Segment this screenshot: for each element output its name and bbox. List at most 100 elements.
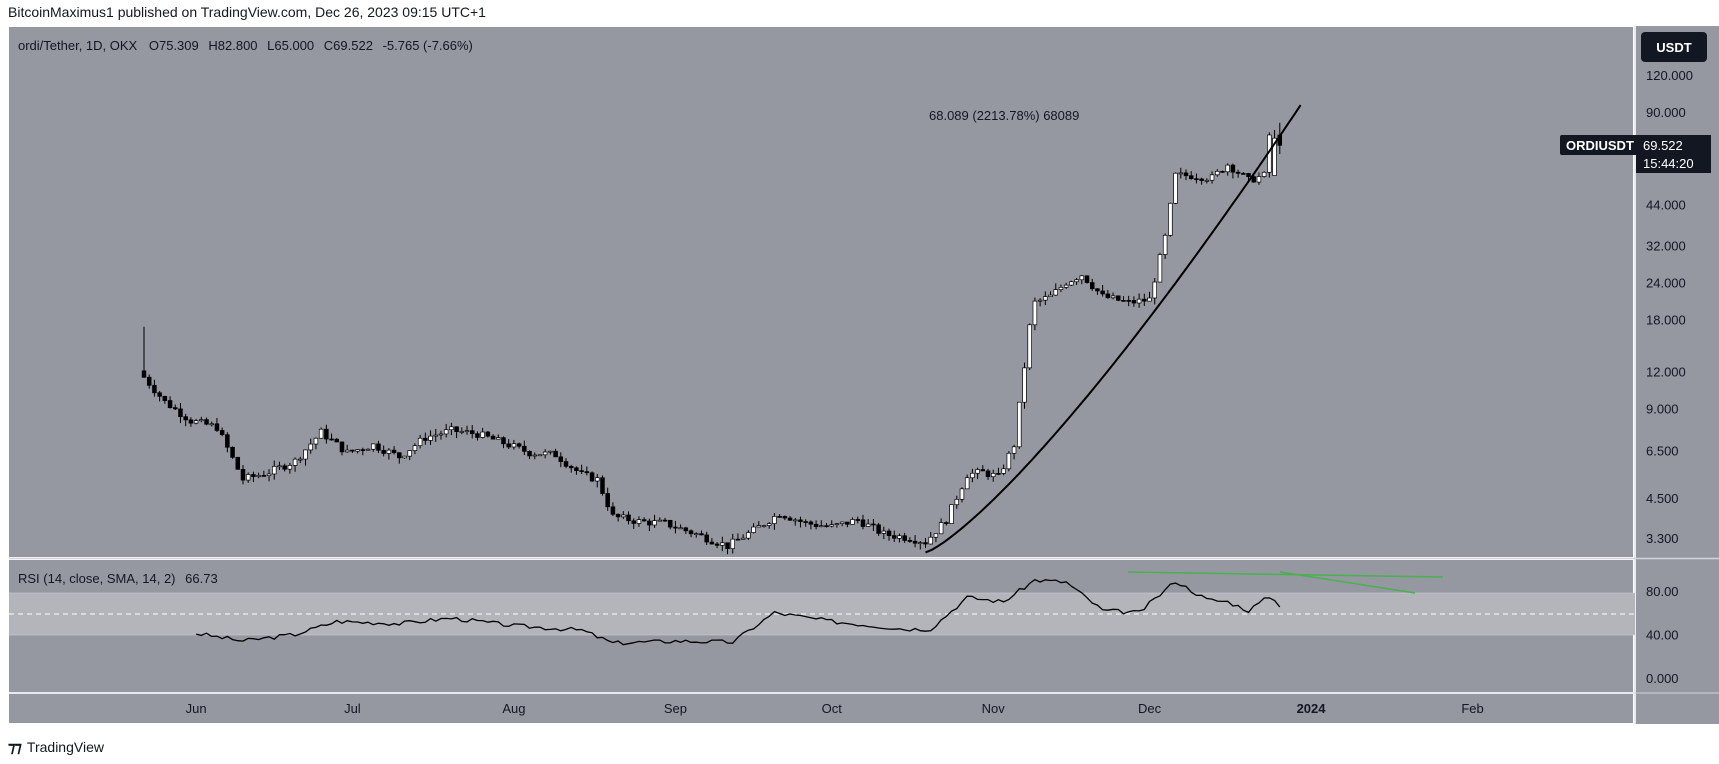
down-candle-body <box>506 443 511 448</box>
candle <box>272 460 277 480</box>
down-candle-body <box>1183 172 1189 177</box>
last-price-tag: ORDIUSDT 69.522 15:44:20 <box>1560 135 1711 173</box>
down-candle-body <box>334 438 340 443</box>
up-candle-body <box>1058 286 1064 290</box>
candle <box>141 326 147 378</box>
candle <box>735 533 741 541</box>
down-candle-body <box>985 470 991 478</box>
candle <box>954 495 960 509</box>
candle <box>1011 444 1017 460</box>
up-candle-body <box>1209 174 1215 181</box>
up-candle-body <box>443 429 449 435</box>
down-candle-body <box>240 468 246 481</box>
down-candle-body <box>907 540 913 542</box>
candle <box>1043 291 1048 306</box>
parabolic-support-curve[interactable] <box>925 104 1302 554</box>
rsi-divergence-line-2[interactable] <box>1279 571 1416 594</box>
up-candle-body <box>751 526 756 533</box>
candle <box>511 439 517 450</box>
down-candle-body <box>688 530 694 535</box>
candle <box>928 531 933 545</box>
candle <box>667 519 673 530</box>
candle <box>563 458 569 469</box>
candle <box>886 528 892 541</box>
candle <box>918 541 923 550</box>
legend-close: 69.522 <box>333 38 373 53</box>
down-candle-body <box>350 449 355 452</box>
up-candle-body <box>621 514 626 518</box>
up-candle-body <box>459 431 465 433</box>
price-pane[interactable] <box>9 27 1633 557</box>
price-tick-5: 24.000 <box>1646 275 1686 290</box>
currency-button-label[interactable]: USDT <box>1656 40 1691 55</box>
down-candle-body <box>423 437 428 441</box>
down-candle-body <box>282 465 287 470</box>
candle <box>829 520 834 528</box>
down-candle-body <box>1126 300 1131 302</box>
down-candle-body <box>803 521 808 523</box>
candle <box>214 417 220 433</box>
down-candle-body <box>647 520 652 526</box>
candle <box>1126 295 1131 307</box>
up-candle-body <box>1011 446 1017 454</box>
candle <box>1095 288 1100 295</box>
up-candle-body <box>1043 296 1048 301</box>
down-candle-body <box>824 525 829 528</box>
down-candle-body <box>610 506 616 515</box>
rsi-legend: RSI (14, close, SMA, 14, 2) 66.73 <box>18 571 218 586</box>
tradingview-logo[interactable]: ⁊⁊ TradingView <box>8 738 104 756</box>
rsi-legend-value: 66.73 <box>185 571 218 586</box>
price-tick-1: 90.000 <box>1646 105 1686 120</box>
up-candle-body <box>1027 324 1032 369</box>
down-candle-body <box>204 419 209 425</box>
candle <box>1235 169 1241 178</box>
time-tick-3: Sep <box>664 701 687 716</box>
time-tick-5: Nov <box>982 701 1006 716</box>
candle <box>157 390 162 402</box>
candle <box>334 438 340 443</box>
up-candle-body <box>1006 452 1012 470</box>
down-candle-body <box>1220 170 1225 173</box>
time-tick-7: 2024 <box>1297 701 1327 716</box>
legend-symbol: ordi/Tether, 1D, OKX <box>18 38 138 53</box>
down-candle-body <box>391 449 397 454</box>
price-tick-6: 18.000 <box>1646 312 1686 327</box>
time-tick-0: Jun <box>186 701 207 716</box>
candle <box>1053 283 1058 296</box>
candle <box>933 533 939 543</box>
candle <box>579 464 584 475</box>
candle <box>146 374 152 389</box>
candle <box>1152 277 1157 305</box>
rsi-line <box>195 578 1281 646</box>
time-axis-pane[interactable] <box>9 694 1633 723</box>
candle <box>761 524 767 528</box>
legend-high: 82.800 <box>218 38 258 53</box>
candle <box>235 456 241 470</box>
candle <box>558 452 564 468</box>
up-candle-body <box>370 443 376 450</box>
down-candle-body <box>183 416 188 421</box>
up-candle-body <box>938 522 944 535</box>
up-candle-body <box>402 455 407 459</box>
down-candle-body <box>615 513 621 518</box>
down-candle-body <box>1100 290 1105 295</box>
candle <box>506 439 511 449</box>
candle <box>516 442 522 449</box>
down-candle-body <box>1105 293 1111 299</box>
rsi-divergence-line-1[interactable] <box>1127 571 1444 578</box>
up-candle-body <box>1037 299 1043 302</box>
candle <box>996 467 1001 475</box>
candle <box>1089 278 1095 291</box>
up-candle-body <box>548 450 553 453</box>
down-candle-body <box>777 516 782 518</box>
candle <box>912 535 918 548</box>
candle <box>167 396 173 409</box>
up-candle-body <box>1147 297 1152 302</box>
down-candle-body <box>1116 295 1121 301</box>
candle <box>193 418 199 425</box>
candle <box>391 446 397 455</box>
candle <box>251 471 256 483</box>
currency-button[interactable]: USDT <box>1641 32 1707 62</box>
candle <box>813 520 819 530</box>
